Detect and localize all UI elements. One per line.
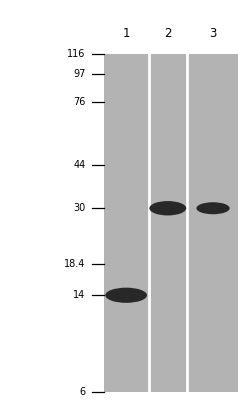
Text: 14: 14 [74,290,86,300]
Text: 44: 44 [74,160,86,170]
Text: 18.4: 18.4 [64,259,86,269]
Text: 2: 2 [164,27,172,40]
Text: 6: 6 [79,387,86,397]
Ellipse shape [196,202,230,214]
Text: 1: 1 [122,27,130,40]
Ellipse shape [105,288,147,303]
Text: 30: 30 [74,203,86,213]
Text: 3: 3 [209,27,217,40]
Ellipse shape [149,201,186,216]
Bar [104,54,238,392]
Text: 97: 97 [73,69,86,79]
Text: 76: 76 [73,97,86,107]
Text: 116: 116 [67,49,86,59]
